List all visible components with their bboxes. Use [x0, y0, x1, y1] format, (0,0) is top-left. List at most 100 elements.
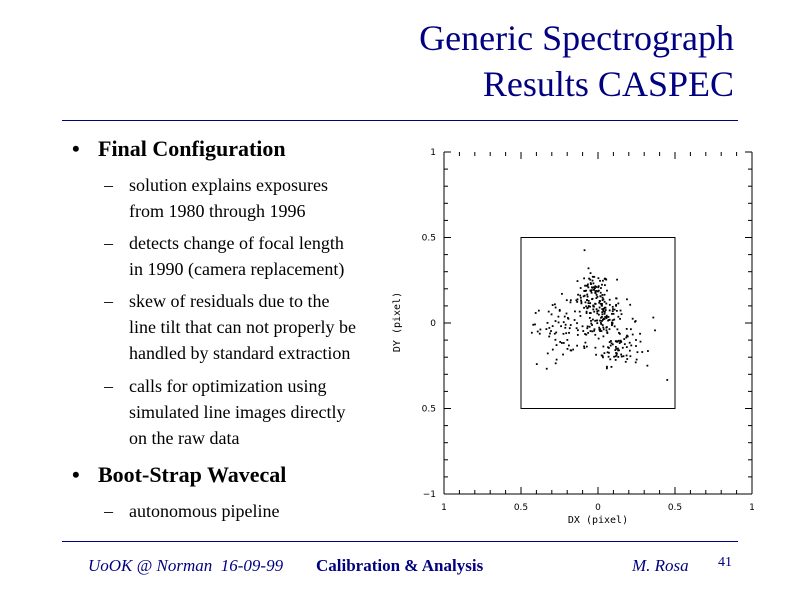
dash-glyph: – [104, 175, 113, 195]
data-point [589, 330, 592, 332]
data-point [608, 319, 611, 321]
data-point [549, 332, 551, 335]
data-point [631, 317, 634, 320]
data-point [553, 332, 556, 335]
title-divider [62, 120, 738, 121]
data-point [585, 312, 588, 314]
data-point [584, 301, 587, 304]
data-point [568, 327, 571, 330]
data-point [562, 353, 564, 356]
data-point [602, 317, 605, 320]
data-point [639, 340, 642, 343]
data-point [534, 312, 537, 314]
x-tick-label: 0.5 [668, 503, 682, 513]
sub-item-line: simulated line images directly [129, 402, 346, 422]
data-point [551, 304, 554, 306]
data-point [587, 331, 590, 334]
data-point [608, 303, 611, 306]
data-point [635, 345, 637, 347]
bullet-boot-strap-wavecal: • Boot-Strap Wavecal [72, 462, 286, 488]
data-point [587, 305, 590, 307]
data-point [601, 320, 603, 322]
data-point [565, 332, 568, 335]
y-tick-label: 0.5 [422, 405, 436, 415]
data-point [602, 335, 605, 338]
data-point [587, 299, 590, 302]
data-point [605, 329, 608, 332]
data-point [629, 303, 632, 306]
data-point [590, 291, 593, 294]
data-point [555, 331, 558, 334]
data-point [591, 324, 593, 326]
data-point [607, 346, 609, 349]
data-point [592, 288, 595, 291]
data-point [611, 312, 613, 315]
data-point [610, 342, 613, 345]
data-point [606, 365, 608, 368]
data-point [602, 356, 604, 359]
data-point [562, 332, 565, 335]
data-point [591, 275, 594, 278]
data-point [530, 331, 533, 334]
data-point [601, 304, 603, 307]
data-point [576, 344, 579, 347]
data-point [612, 308, 614, 311]
data-point [588, 277, 590, 280]
data-point [628, 349, 631, 352]
data-point [562, 321, 565, 324]
data-point [589, 305, 591, 308]
data-point [618, 349, 620, 352]
data-point [634, 361, 637, 364]
data-point [554, 362, 557, 365]
data-point [601, 283, 603, 286]
data-point [584, 284, 586, 287]
data-point [625, 346, 628, 348]
data-point [573, 319, 576, 321]
data-point [595, 308, 598, 311]
data-point [578, 310, 581, 313]
data-point [617, 356, 620, 358]
data-point [646, 364, 649, 367]
data-point [605, 367, 608, 370]
data-point [548, 327, 551, 329]
data-point [604, 277, 606, 280]
dash-glyph: – [104, 291, 113, 311]
data-point [603, 300, 606, 303]
data-point [607, 355, 610, 358]
data-point [597, 337, 600, 340]
bullet-final-configuration: • Final Configuration [72, 136, 286, 162]
data-point [615, 354, 618, 357]
data-point [561, 292, 563, 295]
data-point [575, 299, 578, 302]
data-point [566, 347, 569, 350]
data-point [596, 295, 599, 298]
data-point [583, 345, 585, 348]
data-point [593, 275, 596, 278]
data-point [618, 331, 620, 334]
data-point [594, 333, 597, 336]
data-point [616, 328, 619, 331]
data-point [591, 279, 594, 282]
data-point [598, 301, 601, 304]
data-point [606, 331, 609, 334]
data-point [566, 339, 569, 341]
data-point [666, 379, 669, 381]
plot-ticks [443, 151, 753, 495]
data-point [569, 299, 572, 302]
data-point [597, 285, 600, 288]
sub-item: – skew of residuals due to the line tilt… [104, 288, 380, 366]
data-point [599, 295, 602, 298]
data-point [539, 328, 542, 331]
data-point [597, 313, 600, 316]
dash-glyph: – [104, 376, 113, 396]
data-point [580, 299, 582, 302]
data-point [602, 326, 605, 329]
data-point [652, 316, 655, 319]
data-point [587, 286, 590, 289]
data-point [617, 315, 620, 318]
data-point [602, 345, 605, 348]
data-point [592, 304, 595, 307]
data-point [605, 317, 608, 320]
data-point [535, 363, 538, 366]
data-point [610, 340, 612, 342]
